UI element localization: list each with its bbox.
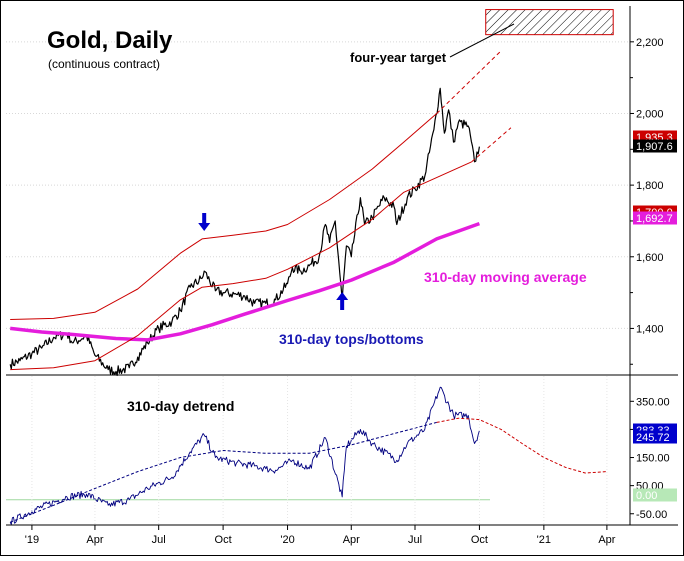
cycle-markers — [198, 213, 349, 310]
detrend-line — [9, 386, 480, 525]
chart-title: Gold, Daily — [47, 27, 173, 54]
upper-panel-series — [9, 50, 512, 376]
moving-average-line — [10, 221, 480, 342]
annotation-moving-average: 310-day moving average — [424, 269, 587, 285]
upper-y-tick-label-3: 2,000 — [636, 108, 664, 120]
lower-y-tick-label-0: -50.00 — [636, 509, 667, 521]
lower-price-label-1: 245.72 — [636, 432, 670, 444]
upper-y-tick-label-4: 2,200 — [636, 37, 664, 49]
x-tick-label-0: '19 — [25, 534, 39, 546]
lower-price-box-2 — [633, 488, 677, 502]
channel-line-3 — [436, 50, 502, 114]
lower-panel-series — [6, 386, 607, 525]
x-axis: '19 Apr Jul Oct '20 Apr Jul Oct '21 Apr — [25, 376, 616, 546]
x-tick-label-9: Apr — [598, 534, 615, 546]
detrend-cycle-line — [10, 421, 437, 523]
four-year-target-box — [485, 9, 614, 36]
lower-price-box-1 — [633, 430, 677, 444]
annotation-four-year-target: four-year target — [350, 50, 447, 65]
x-tick-label-8: '21 — [537, 534, 551, 546]
lower-y-tick-label-4: 350.00 — [636, 396, 670, 408]
annotation-tops-bottoms: 310-day tops/bottoms — [279, 331, 424, 347]
x-tick-label-2: Jul — [152, 534, 166, 546]
x-tick-label-5: Apr — [343, 534, 360, 546]
target-rect — [485, 9, 614, 36]
lower-price-label-2: 0.00 — [636, 490, 657, 502]
detrend-title: 310-day detrend — [127, 398, 234, 414]
upper-price-label-1: 1,907.6 — [636, 141, 673, 153]
price-labels: 1,935.31,700.01,907.61,692.7283.33245.72… — [633, 130, 677, 502]
upper-price-box-2 — [633, 211, 677, 225]
upper-panel-gridlines — [6, 41, 630, 329]
up-arrow-marker-1 — [336, 292, 349, 310]
channel-line-5 — [471, 127, 512, 163]
chart-subtitle: (continuous contract) — [48, 57, 160, 71]
upper-price-box-1 — [633, 139, 677, 153]
gold-price-line — [9, 87, 480, 376]
upper-y-tick-label-2: 1,800 — [636, 180, 664, 192]
upper-y-tick-label-1: 1,600 — [636, 252, 664, 264]
x-tick-label-3: Oct — [215, 534, 232, 546]
x-tick-label-7: Oct — [471, 534, 488, 546]
upper-y-axis: 1,400 1,600 1,800 2,000 2,200 — [630, 37, 664, 365]
upper-price-label-2: 1,692.7 — [636, 213, 673, 225]
channel-line-2 — [10, 113, 438, 320]
upper-y-tick-label-0: 1,400 — [636, 323, 664, 335]
target-pointer-line — [449, 23, 515, 58]
x-tick-label-6: Jul — [408, 534, 422, 546]
detrend-projection-line — [436, 417, 607, 474]
x-tick-label-1: Apr — [86, 534, 103, 546]
down-arrow-marker-0 — [198, 213, 211, 231]
lower-y-tick-label-2: 150.00 — [636, 453, 670, 465]
x-tick-label-4: '20 — [280, 534, 294, 546]
channel-line-4 — [10, 161, 472, 371]
